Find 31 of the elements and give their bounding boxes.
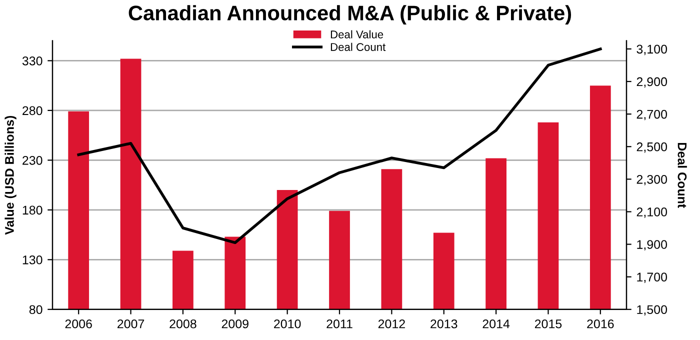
legend-label: Deal Value: [330, 30, 384, 38]
x-tick-label: 2012: [378, 319, 405, 328]
x-tick-label: 2013: [430, 319, 458, 328]
x-tick-label: 2010: [274, 319, 301, 328]
y-tick-label: 330: [22, 56, 42, 66]
legend-label: Deal Count: [330, 42, 386, 51]
y2-tick-label: 2,100: [636, 208, 668, 218]
x-tick-label: 2016: [587, 319, 614, 328]
y-tick-label: 280: [22, 106, 42, 116]
y-axis-title: Value (USD Billions): [4, 116, 16, 235]
y2-axis-title: Deal Count: [678, 142, 687, 208]
x-tick-label: 2006: [65, 319, 92, 328]
y2-tick-label: 1,700: [637, 272, 668, 283]
y-tick-label: 80: [29, 305, 42, 314]
y2-tick-label: 2,300: [636, 174, 668, 186]
y2-tick-label: 1,900: [637, 240, 668, 250]
y2-tick-label: 2,900: [636, 77, 668, 88]
y2-tick-label: 1,500: [637, 305, 668, 316]
y2-tick-label: 2,500: [636, 142, 668, 153]
x-tick-label: 2008: [170, 319, 196, 328]
x-tick-label: 2009: [222, 319, 248, 328]
y-tick-label: 130: [22, 255, 42, 264]
y2-tick-label: 3,100: [636, 44, 668, 56]
chart-title: Canadian Announced M&A (Public & Private): [128, 5, 572, 25]
x-tick-label: 2007: [118, 319, 144, 328]
y-tick-label: 180: [22, 206, 42, 215]
x-tick-label: 2011: [326, 319, 352, 328]
y2-tick-label: 2,700: [636, 110, 668, 120]
y-tick-label: 230: [22, 156, 42, 165]
x-tick-label: 2014: [482, 319, 510, 328]
x-tick-label: 2015: [534, 319, 562, 328]
